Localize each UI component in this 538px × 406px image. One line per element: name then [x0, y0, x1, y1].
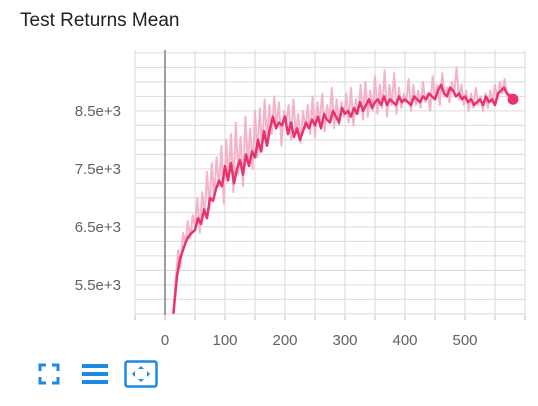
y-tick-label: 5.5e+3 [75, 277, 121, 294]
fullscreen-icon [38, 363, 60, 385]
axis-layer: 5.5e+3 6.5e+3 7.5e+3 8.5e+3 0 100 200 300 400 500 [75, 103, 526, 349]
x-tick-label: 0 [161, 332, 169, 349]
x-tick-label: 300 [332, 332, 357, 349]
y-tick-label: 6.5e+3 [75, 219, 121, 236]
x-tick-label: 100 [212, 332, 237, 349]
x-tick-label: 400 [392, 332, 417, 349]
y-tick-label: 7.5e+3 [75, 161, 121, 178]
series-smoothed-line [172, 83, 514, 314]
series-end-point[interactable] [507, 93, 519, 105]
x-tick-label: 500 [452, 332, 477, 349]
fullscreen-button[interactable] [32, 359, 66, 389]
y-tick-label: 8.5e+3 [75, 103, 121, 120]
chart-title: Test Returns Mean [20, 10, 180, 31]
chart-toolbar [32, 358, 170, 390]
series-raw-line [172, 66, 513, 311]
x-tick-label: 200 [272, 332, 297, 349]
fit-domain-icon [124, 360, 158, 388]
data-table-button[interactable] [78, 359, 112, 389]
raw-series-layer [172, 66, 513, 311]
data-table-icon [82, 364, 108, 384]
fit-domain-button[interactable] [124, 359, 158, 389]
line-chart[interactable]: 5.5e+3 6.5e+3 7.5e+3 8.5e+3 0 100 200 300 400 500 [0, 0, 538, 350]
smoothed-series-layer [172, 83, 519, 314]
